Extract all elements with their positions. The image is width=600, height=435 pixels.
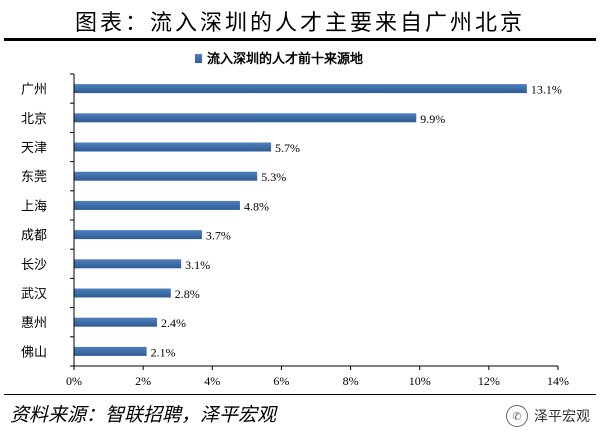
legend-label: 流入深圳的人才前十来源地 [207, 51, 363, 67]
x-tick-label: 6% [273, 374, 289, 388]
bar [74, 171, 258, 181]
data-label: 5.7% [275, 141, 300, 155]
category-label: 广州 [21, 83, 47, 98]
x-tick-label: 14% [547, 374, 569, 388]
data-label: 2.8% [175, 287, 200, 301]
bar [74, 346, 147, 356]
x-tick-label: 10% [409, 374, 431, 388]
bar [74, 317, 157, 327]
page-title: 图表：流入深圳的人才主要来自广州北京 [74, 11, 525, 36]
category-label: 天津 [21, 141, 47, 156]
x-tick-label: 12% [478, 374, 500, 388]
category-label: 东莞 [21, 170, 47, 185]
bar [74, 84, 527, 94]
x-tick-label: 2% [135, 374, 151, 388]
x-tick-label: 4% [204, 374, 220, 388]
data-label: 3.1% [185, 258, 210, 272]
category-label: 惠州 [21, 316, 47, 331]
data-label: 5.3% [261, 170, 286, 184]
data-label: 13.1% [531, 83, 562, 97]
category-label: 武汉 [21, 287, 47, 302]
header: 图表：流入深圳的人才主要来自广州北京 [0, 0, 600, 38]
source-note: 资料来源：智联招聘，泽平宏观 [10, 404, 277, 426]
x-tick-label: 8% [343, 374, 359, 388]
bar [74, 200, 240, 210]
category-label: 成都 [21, 229, 47, 244]
category-label: 北京 [21, 112, 47, 127]
category-label: 长沙 [21, 258, 47, 273]
bar [74, 259, 182, 269]
title-divider [4, 38, 596, 41]
x-tick-label: 0% [66, 374, 82, 388]
chart-container: 流入深圳的人才前十来源地广州 13.1% 北京 9.9% 天津 5.7% 东莞 5.3% 上海 4… [0, 42, 600, 390]
footer-divider [4, 394, 596, 395]
data-label: 3.7% [206, 229, 231, 243]
bar [74, 142, 272, 152]
wechat-icon: ✆ [506, 405, 528, 427]
data-label: 2.1% [151, 345, 176, 359]
legend-swatch [195, 54, 202, 63]
data-label: 2.4% [161, 316, 186, 330]
category-label: 佛山 [21, 345, 47, 360]
bar [74, 230, 202, 240]
brand-watermark: ✆ 泽平宏观 [506, 404, 590, 428]
bar [74, 113, 417, 123]
data-label: 4.8% [244, 199, 269, 213]
data-label: 9.9% [420, 112, 445, 126]
bar [74, 288, 171, 298]
category-label: 上海 [21, 199, 47, 214]
brand-name: 泽平宏观 [534, 409, 590, 425]
